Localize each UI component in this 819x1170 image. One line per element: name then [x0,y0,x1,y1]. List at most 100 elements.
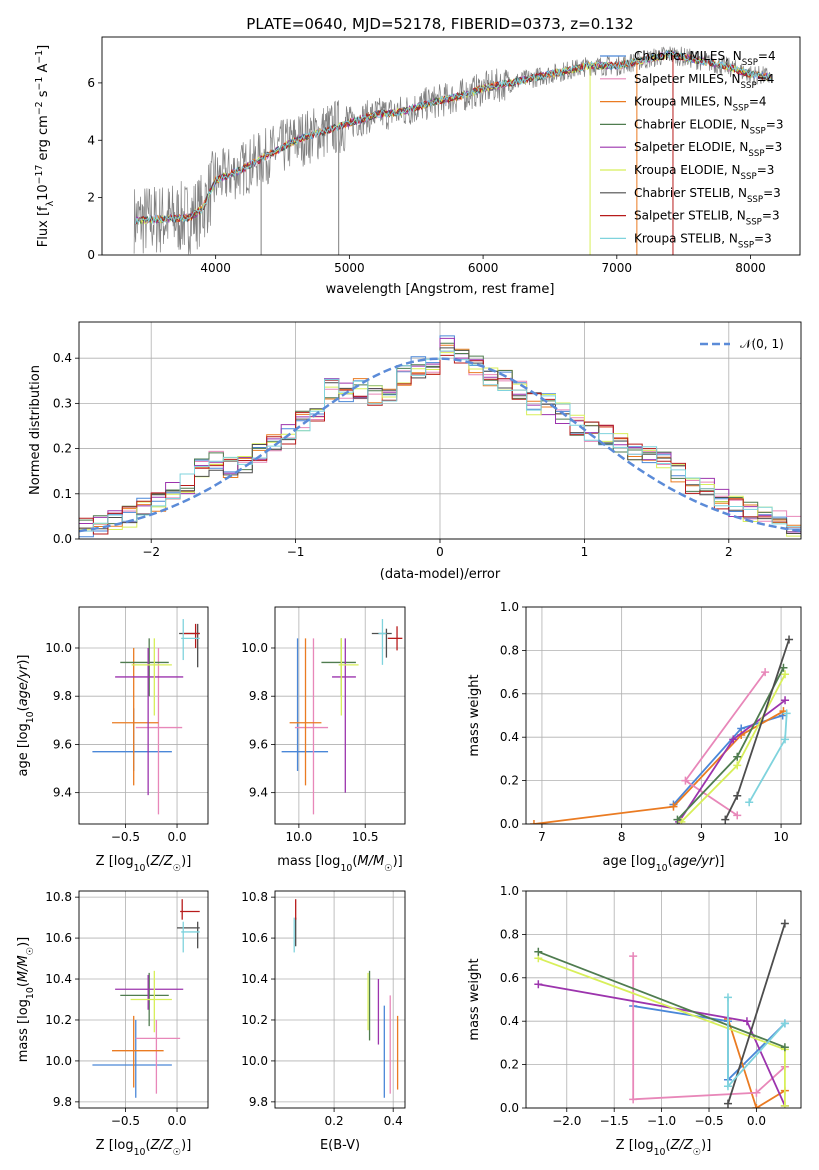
y-tick-label: 4 [87,133,95,147]
data-point [112,1015,164,1088]
y-tick-label: 0.0 [500,817,519,831]
legend-entry: 𝒩(0, 1) [740,337,784,351]
x-tick-label: 10 [773,830,788,844]
x-tick-label: 0 [436,545,444,559]
legend-entry: Salpeter ELODIE, NSSP=3 [634,140,782,159]
y-tick-label: 10.4 [45,972,72,986]
normal-distribution-curve [79,357,801,533]
y-tick-label: 0.6 [500,971,519,985]
mass_vs_ebv-plot-area [293,899,399,1098]
weight-line [672,714,783,806]
weight-marker [780,1019,789,1028]
x-tick-label: −0.5 [694,1114,723,1128]
x-tick-label: 0.2 [325,1114,344,1128]
weight-line [727,923,786,1104]
data-point [130,970,172,1033]
axes-frame [101,36,801,256]
x-tick-label: 1 [581,545,589,559]
weight-line [533,710,784,824]
x-tick-label: 0.4 [384,1114,403,1128]
age_vs_Z-plot-area [92,619,200,815]
x-axis-label: wavelength [Angstrom, rest frame] [326,282,555,297]
x-axis-label: mass [log10(M/M☉)] [277,854,403,874]
y-tick-label: 0.0 [500,1101,519,1115]
y-axis-label: age [log10(age/yr)] [16,654,36,776]
y-tick-label: 0.6 [500,687,519,701]
y-tick-label: 9.6 [53,737,72,751]
x-tick-label: 0.0 [167,830,186,844]
data-point [92,708,172,771]
x-tick-label: −1.5 [600,1114,629,1128]
legend-entry: Salpeter MILES, NSSP=4 [634,72,774,91]
weight-marker [733,761,742,770]
x-tick-label: 7000 [602,261,633,275]
weight-marker [780,919,789,928]
data-point [281,638,329,771]
x-tick-label: 5000 [334,261,365,275]
x-tick-label: 0.0 [167,1114,186,1128]
x-tick-label: −0.5 [111,830,140,844]
x-axis-label: E(B-V) [320,1138,360,1153]
weight-marker [529,820,538,824]
y-tick-label: 0.1 [53,487,72,501]
weight-marker [745,798,754,807]
y-tick-label: 9.8 [53,689,72,703]
y-tick-label: 10.6 [45,931,72,945]
y-tick-label: 2 [87,191,95,205]
legend-entry: Kroupa STELIB, NSSP=3 [634,231,772,250]
weight-marker [534,947,543,956]
y-tick-label: 10.8 [241,890,268,904]
weight-marker [761,668,770,677]
weight-series [681,668,770,820]
weight-series [534,947,789,1052]
x-tick-label: 8 [618,830,626,844]
x-axis-label: Z [log10(Z/Z☉)] [96,854,192,874]
y-tick-label: 10.2 [241,1013,268,1027]
weight-marker [752,1104,761,1108]
y-tick-label: 1.0 [500,600,519,614]
data-point [135,647,183,815]
x-axis-label: Z [log10(Z/Z☉)] [616,1138,712,1158]
y-axis-label: mass weight [467,674,482,756]
residuals-panel: −2 −1 0 1 2 0.0 0.1 0.2 0.3 0.4 𝒩(0, 1) (data-model… [28,321,802,582]
weight-series [629,952,789,1104]
y-tick-label: 0.4 [53,351,72,365]
data-point [135,1019,181,1094]
y-tick-label: 6 [87,76,95,90]
x-axis-label: age [log10(age/yr)] [602,854,724,874]
y-tick-label: 0.3 [53,396,72,410]
x-tick-label: 10.0 [286,830,313,844]
y-tick-label: 9.8 [249,1095,268,1109]
data-point [181,921,200,953]
x-tick-label: 2 [725,545,733,559]
x-tick-label: 8000 [735,261,766,275]
y-tick-label: 1.0 [500,884,519,898]
y-tick-label: 10.0 [45,641,72,655]
weight_vs_age-panel: 7 8 9 10 0.0 0.2 0.4 0.6 0.8 1.0 age [log10(age/yr… [467,600,802,874]
weight-marker [673,815,682,824]
y-tick-label: 10.6 [241,931,268,945]
y-tick-label: 10.0 [45,1054,72,1068]
data-point [179,623,200,668]
x-tick-label: 7 [538,830,546,844]
x-tick-label: 4000 [200,261,231,275]
x-tick-label: −2 [142,545,160,559]
data-point [177,921,200,949]
axes-frame [78,890,209,1109]
weight-marker [733,811,742,820]
legend-entry: Chabrier ELODIE, NSSP=3 [634,117,783,136]
data-point [378,619,387,665]
x-axis-label: (data-model)/error [380,567,501,582]
x-tick-label: −1.0 [647,1114,676,1128]
y-tick-label: 10.0 [241,641,268,655]
weight-marker [669,802,678,811]
y-axis-label: Flux [fλ10−17 erg cm−2 s−1 A−1] [34,45,56,247]
x-tick-label: 6000 [468,261,499,275]
weight-marker [782,709,791,718]
weight-marker [629,952,638,961]
y-tick-label: 10.4 [241,972,268,986]
weight-line [632,956,786,1101]
observed-spectrum-line [133,46,771,255]
weight-line [724,639,790,821]
